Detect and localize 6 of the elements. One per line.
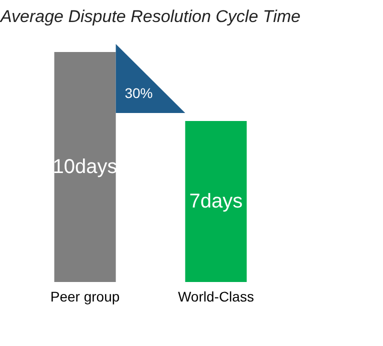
x-tick-label: Peer group — [50, 288, 120, 304]
annotation: 30% — [124, 84, 153, 101]
data-label: 10days — [52, 156, 118, 178]
x-tick-label: World-Class — [178, 288, 254, 304]
data-label: 7days — [189, 190, 243, 212]
chart-title: Average Dispute Resolution Cycle Time — [0, 7, 301, 26]
